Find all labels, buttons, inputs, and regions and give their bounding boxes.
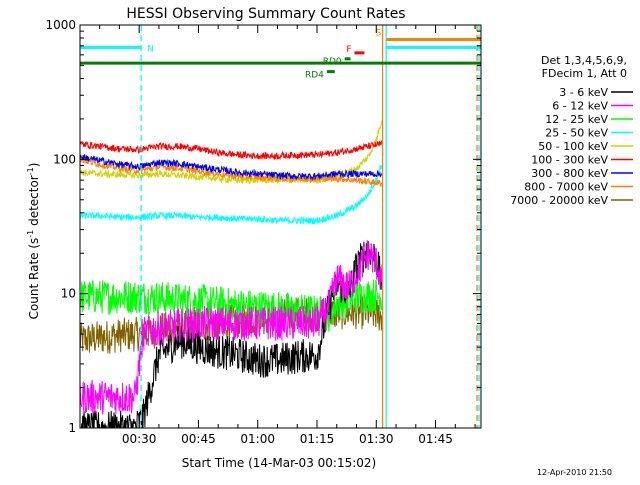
y-tick-label: 100 — [53, 152, 76, 166]
legend-entry-label: 300 - 800 keV — [531, 167, 608, 180]
x-axis-label: Start Time (14-Mar-03 00:15:02) — [182, 456, 376, 470]
x-tick-label: 01:15 — [300, 432, 335, 446]
series-line-6 — [79, 140, 383, 161]
y-axis-label: Count Rate (s-1 detector-1) — [26, 163, 41, 320]
series-line-7 — [79, 154, 383, 182]
y-tick-label: 1 — [68, 421, 76, 435]
y-axis-label-mid: detector — [27, 175, 41, 230]
legend-entry-label: 6 - 12 keV — [552, 100, 608, 113]
y-axis-label-sup2: -1 — [26, 167, 35, 175]
series-line-2 — [79, 240, 383, 415]
y-axis-label-sup1: -1 — [26, 230, 35, 238]
legend-entry-label: 50 - 100 keV — [538, 140, 608, 153]
y-axis-label-main: Count Rate (s — [27, 238, 41, 320]
y-axis-label-end: ) — [27, 163, 41, 168]
legend-entry-label: 800 - 7000 keV — [524, 181, 608, 194]
series-line-4 — [79, 163, 383, 226]
legend-entry-label: 7000 - 20000 keV — [510, 194, 608, 207]
legend: Det 1,3,4,5,6,9,FDecim 1, Att 0 3 - 6 keV… — [510, 54, 633, 207]
legend-entry-label: 3 - 6 keV — [559, 86, 608, 99]
axes: 00:30 00:45 01:00 01:15 01:30 01:45 1 10 100 1000 — [45, 18, 482, 446]
x-tick-label: 01:30 — [359, 432, 394, 446]
chart-title: HESSI Observing Summary Count Rates — [126, 6, 405, 22]
x-tick-label: 00:45 — [181, 432, 216, 446]
flag-label-rd4: RD4 — [305, 71, 324, 81]
plot-area: N F RD0 RD4 S — [79, 25, 481, 429]
legend-header-line: Det 1,3,4,5,6,9, — [541, 54, 627, 67]
plot-frame — [79, 24, 482, 429]
timestamp: 12-Apr-2010 21:50 — [537, 468, 612, 477]
series-line-3 — [79, 279, 383, 332]
flag-label-s: S — [375, 28, 381, 38]
x-tick-label: 00:30 — [122, 432, 157, 446]
flag-label-f: F — [346, 45, 351, 55]
legend-entry-label: 100 - 300 keV — [531, 154, 608, 167]
x-tick-label: 01:45 — [418, 432, 453, 446]
y-tick-label: 1000 — [45, 18, 76, 32]
y-tick-label: 10 — [61, 287, 76, 301]
series-line-8 — [79, 157, 383, 187]
flag-label-rd0: RD0 — [323, 57, 342, 67]
legend-entry-label: 12 - 25 keV — [545, 113, 608, 126]
flag-label-n: N — [147, 44, 154, 54]
legend-header-line: FDecim 1, Att 0 — [542, 67, 627, 80]
x-tick-label: 01:00 — [240, 432, 275, 446]
legend-entry-label: 25 - 50 keV — [545, 127, 608, 140]
